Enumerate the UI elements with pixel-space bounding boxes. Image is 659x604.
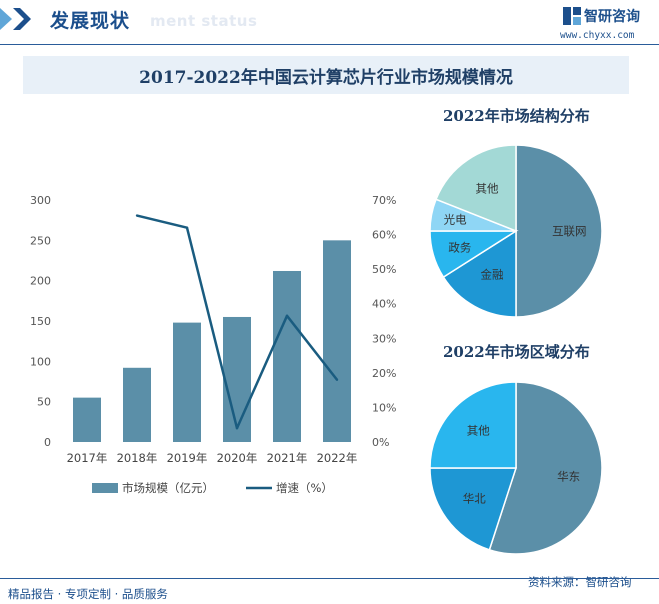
bar-6	[323, 240, 351, 442]
page-header: 发展现状 ment status 智研咨询 www.chyxx.com	[0, 0, 659, 46]
section-title: 发展现状	[50, 10, 131, 32]
bar-4	[223, 316, 251, 442]
pie-slice-1	[488, 381, 603, 555]
legend-line-label: 增速（%）	[276, 481, 333, 495]
x-tick-label: 2022年	[317, 451, 358, 465]
legend-bar-swatch	[92, 483, 118, 493]
footer-services: 精品报告 · 专项定制 · 品质服务	[8, 587, 168, 601]
pie-label: 华东	[557, 469, 580, 483]
y-left-tick-label: 50	[37, 396, 51, 409]
title-band	[23, 56, 629, 94]
bar-2	[123, 367, 151, 442]
y-left-tick-label: 300	[30, 194, 51, 207]
y-right-tick-label: 60%	[372, 229, 396, 242]
y-right-tick-label: 30%	[372, 332, 396, 345]
pie-slice-2	[429, 467, 518, 551]
growth-point-3	[185, 226, 189, 229]
brand-logo-icon	[563, 7, 581, 25]
legend-bar-label: 市场规模（亿元）	[122, 481, 214, 495]
source-note: 资料来源：智研咨询	[528, 575, 632, 589]
x-tick-label: 2017年	[67, 451, 108, 465]
footer-divider	[0, 578, 659, 579]
pie-slice-5	[435, 144, 517, 233]
structure-pie-title: 2022年市场结构分布	[443, 107, 590, 125]
y-right-tick-label: 0%	[372, 436, 389, 449]
y-left-tick-label: 200	[30, 275, 51, 288]
header-divider	[0, 44, 659, 45]
pie-label: 政务	[448, 240, 471, 254]
bar-3	[173, 322, 201, 442]
chart-title: 2017-2022年中国云计算芯片行业市场规模情况	[139, 68, 513, 88]
y-left-tick-label: 100	[30, 355, 51, 368]
pie-label: 金融	[480, 268, 503, 282]
combo-chart: 0 50 100 150 200 250 300 0% 10% 20% 30% 40% 50% 60% 70…	[30, 194, 396, 495]
pie-slice-1	[515, 144, 603, 318]
bar-5	[273, 270, 301, 442]
y-right-tick-label: 20%	[372, 367, 396, 380]
y-left-tick-label: 250	[30, 234, 51, 247]
bar-1	[73, 397, 101, 442]
y-left-tick-label: 150	[30, 315, 51, 328]
pie-label: 华北	[463, 491, 486, 505]
x-tick-label: 2018年	[117, 451, 158, 465]
region-pie-title: 2022年市场区域分布	[443, 343, 590, 361]
y-right-tick-label: 10%	[372, 401, 396, 414]
pie-label: 光电	[444, 212, 467, 226]
pie-label: 其他	[475, 181, 498, 195]
section-subtitle: ment status	[150, 12, 258, 30]
pie-label: 其他	[467, 423, 490, 437]
section-arrow-icon	[0, 8, 31, 30]
y-right-tick-label: 50%	[372, 263, 396, 276]
x-tick-label: 2020年	[217, 451, 258, 465]
x-tick-label: 2019年	[167, 451, 208, 465]
x-tick-label: 2021年	[267, 451, 308, 465]
brand-name: 智研咨询	[584, 9, 640, 25]
brand-website: www.chyxx.com	[560, 30, 635, 41]
pie-slice-3	[429, 381, 517, 469]
pie-label: 互联网	[552, 224, 587, 238]
growth-point-4	[235, 426, 239, 430]
pie-slice-2	[442, 229, 517, 318]
y-left-tick-label: 0	[44, 436, 51, 449]
growth-point-5	[285, 314, 289, 318]
growth-point-2	[135, 214, 139, 217]
y-right-tick-label: 40%	[372, 298, 396, 311]
y-right-tick-label: 70%	[372, 194, 396, 207]
growth-point-6	[335, 378, 339, 381]
